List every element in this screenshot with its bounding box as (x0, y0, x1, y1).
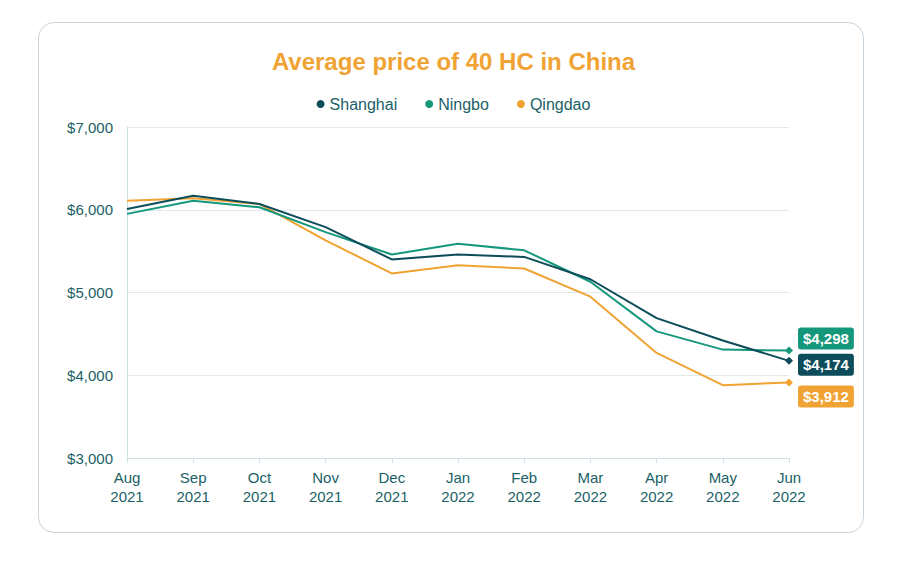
svg-text:Ningbo: Ningbo (438, 96, 489, 113)
svg-text:2021: 2021 (110, 488, 143, 505)
svg-text:2022: 2022 (706, 488, 739, 505)
svg-text:$4,000: $4,000 (67, 367, 113, 384)
svg-text:2022: 2022 (508, 488, 541, 505)
svg-text:$5,000: $5,000 (67, 284, 113, 301)
svg-text:Dec: Dec (378, 469, 405, 486)
svg-text:May: May (709, 469, 738, 486)
svg-text:Feb: Feb (511, 469, 537, 486)
svg-text:$4,298: $4,298 (803, 330, 849, 347)
svg-text:2022: 2022 (640, 488, 673, 505)
svg-text:2021: 2021 (375, 488, 408, 505)
svg-text:2021: 2021 (243, 488, 276, 505)
svg-text:Apr: Apr (645, 469, 668, 486)
svg-text:Aug: Aug (114, 469, 141, 486)
svg-text:2022: 2022 (574, 488, 607, 505)
svg-text:$6,000: $6,000 (67, 201, 113, 218)
svg-text:Jun: Jun (777, 469, 801, 486)
svg-text:Sep: Sep (180, 469, 207, 486)
svg-text:Average price of 40 HC in Chin: Average price of 40 HC in China (272, 48, 636, 75)
svg-text:2022: 2022 (441, 488, 474, 505)
svg-text:Qingdao: Qingdao (530, 96, 591, 113)
svg-text:$4,174: $4,174 (803, 356, 850, 373)
svg-text:Shanghai: Shanghai (330, 96, 398, 113)
svg-text:2022: 2022 (772, 488, 805, 505)
svg-text:$3,912: $3,912 (803, 388, 849, 405)
svg-text:2021: 2021 (309, 488, 342, 505)
svg-text:$3,000: $3,000 (67, 450, 113, 467)
svg-text:2021: 2021 (177, 488, 210, 505)
svg-text:$7,000: $7,000 (67, 119, 113, 136)
svg-text:Oct: Oct (248, 469, 272, 486)
svg-text:Nov: Nov (312, 469, 339, 486)
svg-text:Jan: Jan (446, 469, 470, 486)
svg-text:Mar: Mar (577, 469, 603, 486)
